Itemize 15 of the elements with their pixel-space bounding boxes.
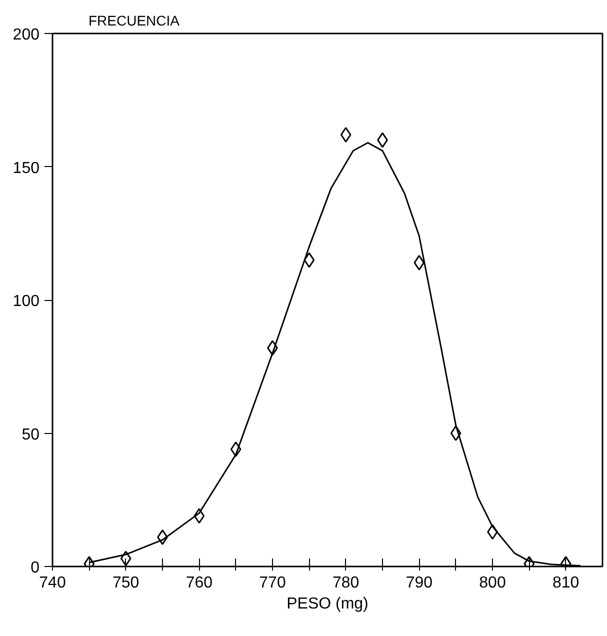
- x-tick-label: 800: [479, 574, 506, 592]
- x-axis-title: PESO (mg): [286, 596, 368, 612]
- x-tick-label: 770: [259, 574, 286, 592]
- x-tick-label: 760: [186, 574, 213, 592]
- x-tick-label: 810: [552, 574, 580, 592]
- x-tick-label: 780: [332, 574, 360, 592]
- y-tick-label: 0: [30, 560, 40, 576]
- y-axis-title: FRECUENCIA: [88, 12, 180, 28]
- y-tick-label: 150: [12, 160, 40, 177]
- y-tick-label: 200: [12, 26, 40, 44]
- y-tick-label: 100: [12, 293, 40, 310]
- y-tick-label: 50: [22, 426, 40, 444]
- x-tick-label: 750: [112, 574, 140, 592]
- x-tick-label: 740: [39, 574, 66, 592]
- x-tick-label: 790: [406, 574, 433, 592]
